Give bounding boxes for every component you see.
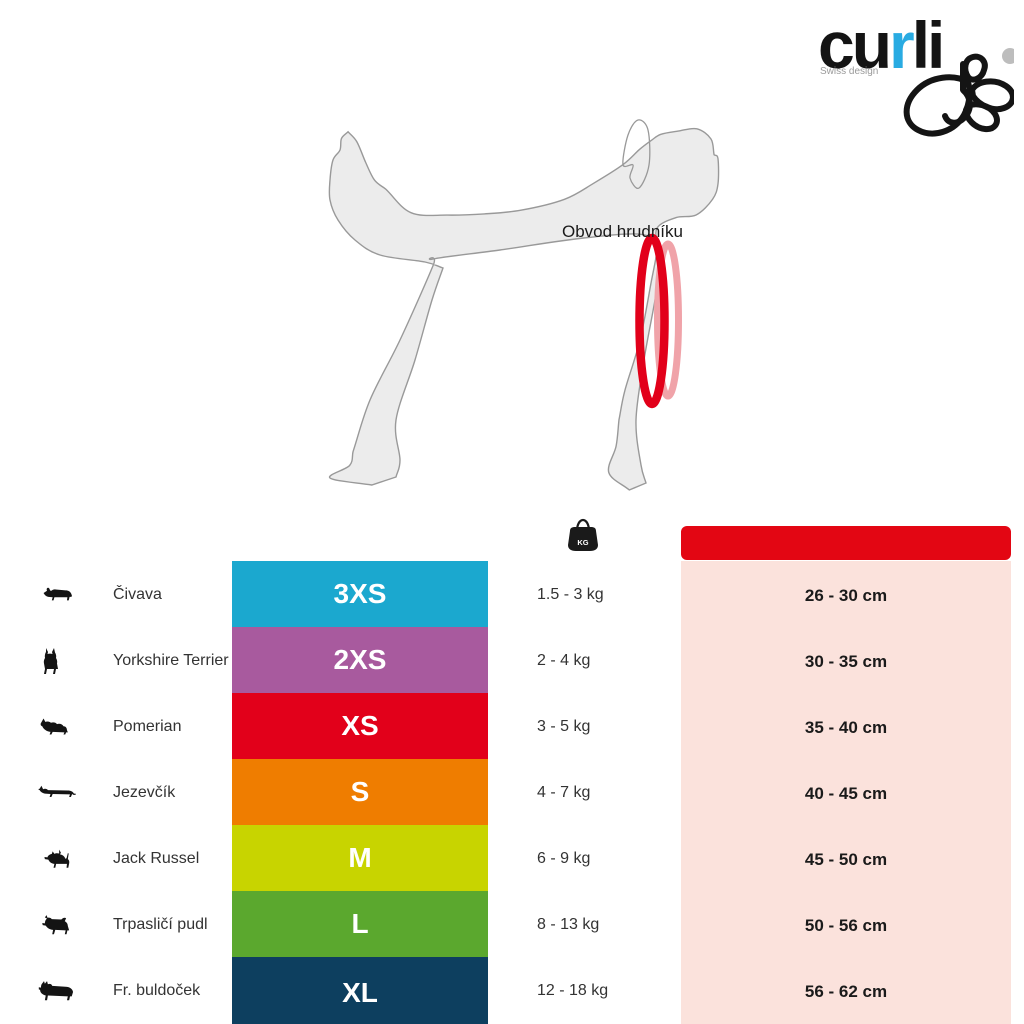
svg-text:KG: KG — [577, 538, 588, 547]
svg-text:Obvod hrudníku: Obvod hrudníku — [562, 222, 683, 241]
